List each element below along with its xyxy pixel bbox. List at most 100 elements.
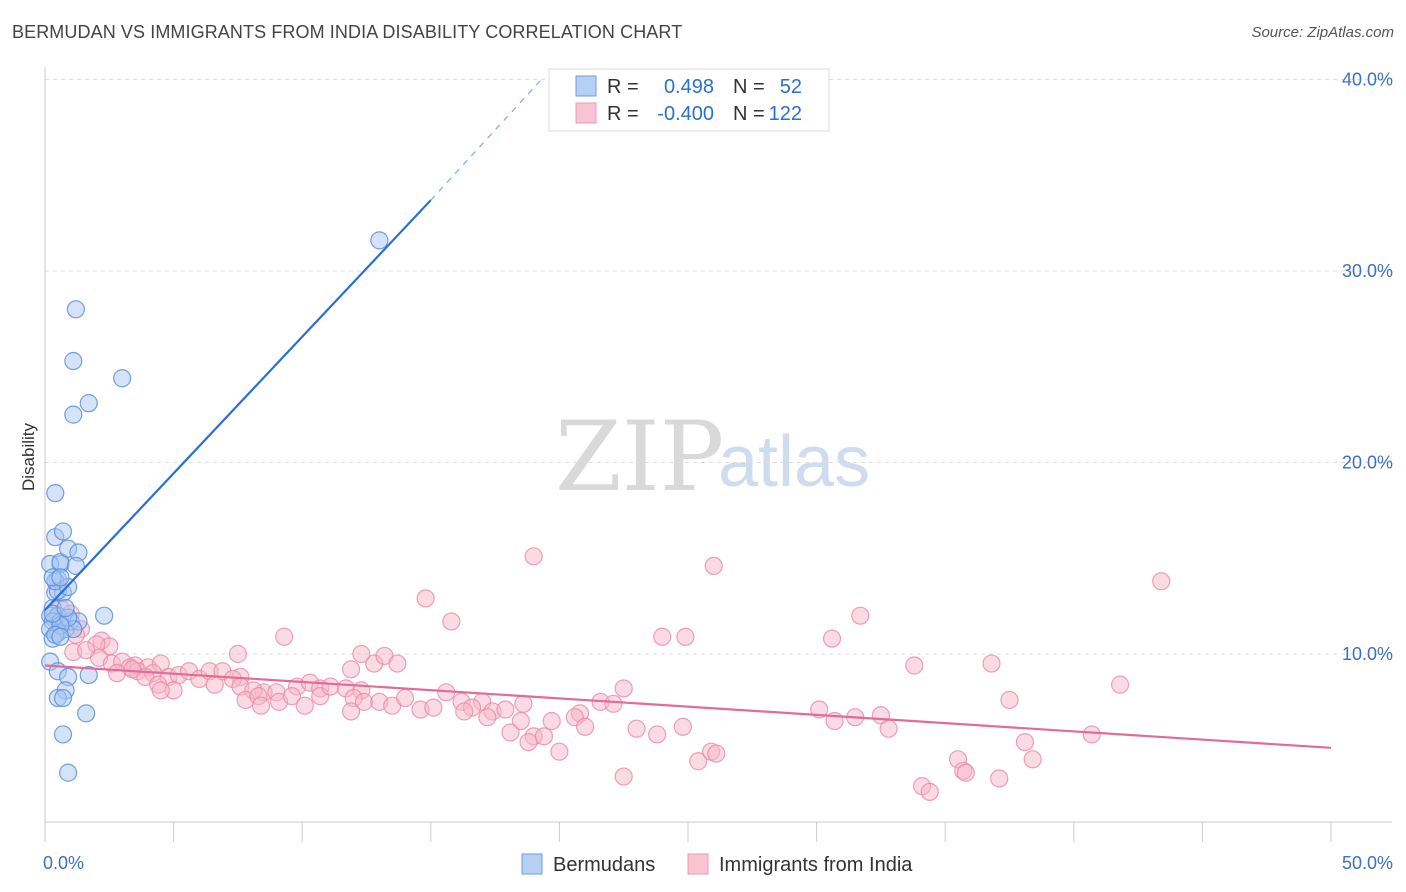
india-point — [251, 696, 271, 715]
series-legend: Bermudans Immigrants from India — [521, 853, 913, 876]
stats-n-label-2: N = — [733, 103, 765, 125]
india-point — [501, 723, 520, 742]
india-point — [1000, 690, 1019, 710]
bermudan-point — [46, 484, 65, 503]
bermudan-point — [59, 763, 78, 782]
watermark: ZIP atlas — [555, 401, 870, 513]
legend-label-bermudans: Bermudans — [553, 854, 655, 876]
india-point — [905, 656, 924, 675]
india-point — [321, 677, 340, 696]
bermudans-trendline — [44, 199, 432, 611]
india-point — [205, 675, 224, 694]
stats-r-value-2: -0.400 — [657, 103, 714, 125]
bermudan-point — [79, 665, 98, 685]
india-point — [295, 696, 314, 715]
india-point — [1023, 750, 1042, 769]
india-point — [676, 627, 695, 646]
india-point — [614, 767, 633, 786]
india-point — [395, 688, 415, 708]
stats-legend-box: R = 0.498 N = 52 R = -0.400 N = 122 — [548, 68, 830, 132]
y-tick-labels: 10.0% 20.0% 30.0% 40.0% — [1342, 70, 1393, 665]
bermudan-point — [370, 231, 389, 250]
stats-r-value-1: 0.498 — [664, 76, 714, 98]
bermudan-point — [53, 522, 73, 541]
india-point — [478, 708, 497, 727]
bermudan-point — [51, 568, 70, 587]
bermudan-point — [51, 627, 70, 646]
india-point — [354, 692, 374, 711]
india-point — [704, 556, 723, 576]
india-point — [576, 717, 595, 736]
stats-n-label-1: N = — [733, 76, 765, 98]
stats-swatch-india — [575, 102, 597, 124]
india-point — [77, 641, 96, 660]
india-point — [442, 612, 461, 631]
x-tick-label-min: 0.0% — [43, 853, 84, 873]
stats-n-value-2: 122 — [769, 103, 802, 125]
india-point — [514, 694, 533, 713]
india-point — [282, 687, 302, 706]
india-point — [653, 627, 672, 646]
bermudan-point — [113, 369, 132, 388]
india-point — [511, 711, 530, 731]
india-point — [956, 763, 975, 782]
legend-label-india: Immigrants from India — [719, 854, 913, 876]
bermudan-point — [66, 300, 85, 319]
bermudans-trendline-extension — [430, 79, 542, 201]
bermudan-point — [95, 606, 114, 625]
india-point — [496, 700, 515, 719]
stats-swatch-bermudans — [575, 75, 597, 97]
bermudan-point — [53, 688, 73, 708]
india-point — [822, 629, 842, 648]
y-tick-label: 10.0% — [1342, 644, 1393, 664]
y-tick-label: 30.0% — [1342, 261, 1393, 281]
india-point — [455, 702, 474, 721]
chart-title: BERMUDAN VS IMMIGRANTS FROM INDIA DISABI… — [12, 22, 683, 42]
india-point — [524, 547, 543, 566]
india-point — [123, 660, 142, 679]
bermudan-point — [79, 394, 98, 413]
india-point — [228, 644, 247, 664]
trendlines — [44, 79, 1332, 749]
india-point — [107, 664, 127, 683]
india-point — [519, 732, 538, 752]
bermudan-point — [64, 351, 83, 371]
india-point — [1015, 732, 1035, 752]
india-point — [614, 679, 633, 698]
india-trendline — [44, 664, 1332, 749]
axes — [44, 67, 1392, 842]
india-point — [851, 606, 870, 625]
india-point — [604, 694, 623, 713]
bermudan-point — [66, 556, 85, 576]
india-point — [275, 627, 294, 646]
india-point — [352, 644, 371, 664]
series-bermudans-points — [41, 231, 389, 782]
india-point — [990, 769, 1009, 788]
bermudan-point — [53, 725, 73, 744]
india-point — [1152, 572, 1171, 591]
india-point — [1110, 675, 1130, 694]
chart-source: Source: ZipAtlas.com — [1251, 24, 1394, 41]
india-point — [879, 719, 898, 738]
india-point — [151, 681, 170, 700]
legend-swatch-india — [687, 853, 709, 875]
x-tick-labels: 0.0% 50.0% — [43, 853, 1393, 873]
bermudan-point — [77, 704, 96, 723]
series-immigrants-india-points — [46, 547, 1171, 801]
y-tick-label: 40.0% — [1342, 70, 1393, 90]
india-point — [542, 711, 561, 731]
india-point — [424, 698, 443, 717]
watermark-zip: ZIP — [555, 401, 724, 513]
india-point — [416, 589, 435, 608]
bermudan-point — [64, 405, 83, 424]
bermudan-point — [56, 598, 75, 618]
stats-r-label-2: R = — [607, 103, 639, 125]
india-point — [550, 742, 569, 761]
india-point — [627, 719, 646, 738]
india-point — [673, 717, 692, 736]
stats-r-label-1: R = — [607, 76, 639, 98]
y-tick-label: 20.0% — [1342, 453, 1393, 473]
india-point — [982, 654, 1001, 673]
india-point — [707, 744, 726, 763]
